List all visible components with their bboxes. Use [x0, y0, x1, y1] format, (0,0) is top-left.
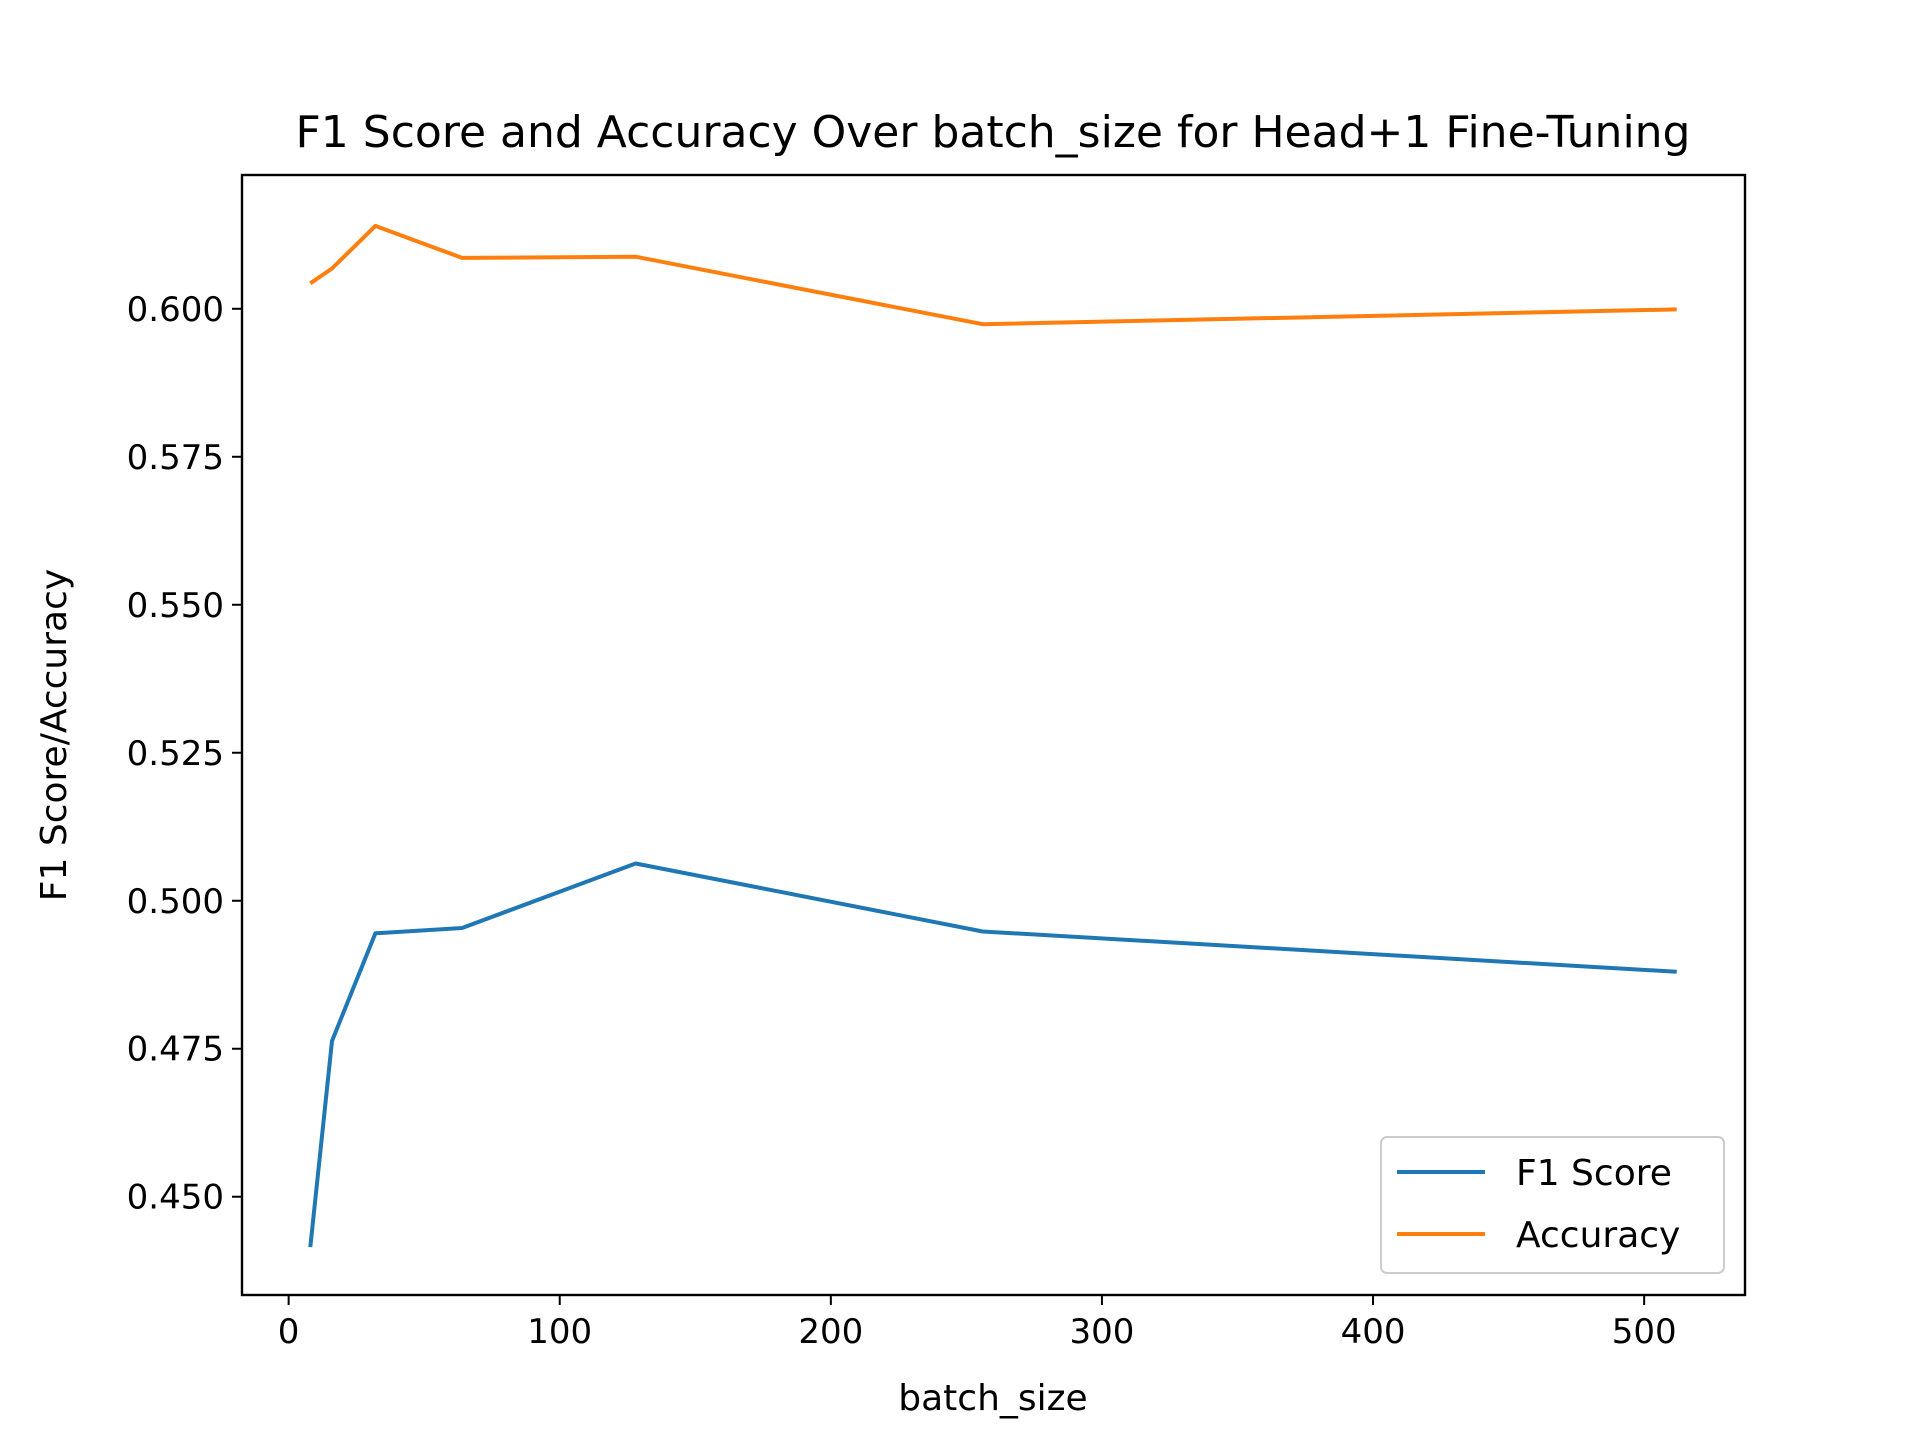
x-tick-label: 0 [278, 1312, 300, 1352]
chart-title: F1 Score and Accuracy Over batch_size fo… [295, 107, 1690, 158]
legend-label-accuracy: Accuracy [1516, 1215, 1680, 1256]
x-tick-label: 300 [1069, 1312, 1134, 1352]
y-tick-label: 0.550 [127, 586, 224, 626]
series-layer [308, 223, 1677, 1248]
x-tick-label: 400 [1341, 1312, 1406, 1352]
y-tick-label: 0.450 [127, 1178, 224, 1218]
y-tick-label: 0.500 [127, 882, 224, 922]
y-tick-label: 0.525 [127, 734, 224, 774]
y-tick-label: 0.600 [127, 290, 224, 330]
y-tick-label: 0.575 [127, 438, 224, 478]
x-tick-label: 200 [798, 1312, 863, 1352]
x-tick-label: 500 [1612, 1312, 1677, 1352]
y-tick-label: 0.475 [127, 1030, 224, 1070]
x-axis-label: batch_size [898, 1378, 1087, 1419]
x-tick-label: 100 [527, 1312, 592, 1352]
series-line-f1-score [308, 861, 1677, 1248]
legend: F1 Score Accuracy [1380, 1136, 1725, 1274]
y-axis-ticks: 0.450 0.475 0.500 0.525 0.550 0.575 0.600 [127, 290, 242, 1218]
x-axis-ticks: 0 100 200 300 400 500 [278, 1295, 1677, 1352]
series-line-accuracy [309, 223, 1677, 327]
plot-frame [240, 173, 1747, 1297]
legend-label-f1-score: F1 Score [1516, 1153, 1672, 1194]
y-axis-label: F1 Score/Accuracy [34, 569, 75, 901]
